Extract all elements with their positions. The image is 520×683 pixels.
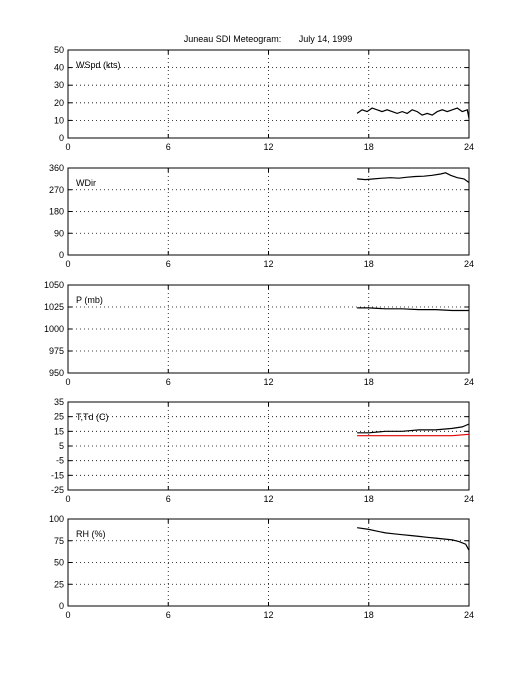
y-tick-label: 1025	[44, 302, 64, 312]
x-tick-label: 18	[364, 610, 374, 620]
panel-label: WDir	[76, 178, 96, 188]
panel-label: P (mb)	[76, 295, 103, 305]
panel-wspd-kts: 0 6 12 18 24 0 10 20 30 40 50 WSpd (kts)	[54, 45, 474, 152]
x-tick-label: 0	[65, 377, 70, 387]
x-tick-label: 24	[464, 142, 474, 152]
y-tick-label: 25	[54, 579, 64, 589]
y-tick-label: 20	[54, 98, 64, 108]
y-tick-label: 40	[54, 63, 64, 73]
figure-title: Juneau SDI Meteogram: July 14, 1999	[184, 34, 353, 44]
series-line-wspd-kts-0	[356, 107, 470, 119]
x-tick-label: 24	[464, 610, 474, 620]
y-tick-label: 0	[59, 601, 64, 611]
y-tick-label: 360	[49, 163, 64, 173]
series-line-t-td-c-1	[357, 433, 470, 437]
panel-wdir: 0 6 12 18 24 0 90 180 270 360 WDir	[49, 163, 474, 269]
x-tick-label: 24	[464, 494, 474, 504]
panel-rh: 0 6 12 18 24 0 25 50 75 100 RH (%)	[49, 514, 474, 620]
y-tick-label: -25	[51, 485, 64, 495]
x-tick-label: 18	[364, 494, 374, 504]
x-tick-label: 12	[263, 494, 273, 504]
y-tick-label: 180	[49, 207, 64, 217]
y-tick-label: 0	[59, 133, 64, 143]
y-tick-label: -5	[56, 456, 64, 466]
y-tick-label: 25	[54, 412, 64, 422]
x-tick-label: 0	[65, 494, 70, 504]
x-tick-label: 0	[65, 142, 70, 152]
panel-label: T,Td (C)	[76, 412, 109, 422]
series-line-p-mb-0	[357, 307, 469, 312]
x-tick-label: 18	[364, 377, 374, 387]
x-tick-label: 12	[263, 142, 273, 152]
x-tick-label: 12	[263, 259, 273, 269]
y-tick-label: -15	[51, 470, 64, 480]
y-tick-label: 950	[49, 368, 64, 378]
x-tick-label: 18	[364, 142, 374, 152]
y-tick-label: 50	[54, 45, 64, 55]
y-tick-label: 50	[54, 558, 64, 568]
panel-label: RH (%)	[76, 529, 106, 539]
x-tick-label: 24	[464, 377, 474, 387]
x-tick-label: 6	[166, 142, 171, 152]
series-line-rh-0	[357, 527, 470, 551]
y-tick-label: 15	[54, 426, 64, 436]
y-tick-label: 5	[59, 441, 64, 451]
panel-t-td-c: 0 6 12 18 24 -25 -15 -5 5 15 25 35 T,Td (C)	[51, 397, 474, 504]
y-tick-label: 75	[54, 536, 64, 546]
y-tick-label: 270	[49, 185, 64, 195]
y-tick-label: 30	[54, 80, 64, 90]
y-tick-label: 1050	[44, 280, 64, 290]
x-tick-label: 0	[65, 259, 70, 269]
panel-label: WSpd (kts)	[76, 60, 121, 70]
series-line-t-td-c-0	[357, 423, 470, 434]
x-tick-label: 6	[166, 259, 171, 269]
y-tick-label: 35	[54, 397, 64, 407]
series-line-wdir-0	[357, 172, 470, 183]
y-tick-label: 90	[54, 228, 64, 238]
x-tick-label: 0	[65, 610, 70, 620]
y-tick-label: 1000	[44, 324, 64, 334]
x-tick-label: 6	[166, 610, 171, 620]
y-tick-label: 100	[49, 514, 64, 524]
x-tick-label: 12	[263, 377, 273, 387]
y-tick-label: 10	[54, 115, 64, 125]
y-tick-label: 975	[49, 346, 64, 356]
x-tick-label: 24	[464, 259, 474, 269]
x-tick-label: 18	[364, 259, 374, 269]
x-tick-label: 6	[166, 377, 171, 387]
y-tick-label: 0	[59, 250, 64, 260]
x-tick-label: 6	[166, 494, 171, 504]
panel-p-mb: 0 6 12 18 24 950 975 1000 1025 1050 P (mb)	[44, 280, 474, 387]
x-tick-label: 12	[263, 610, 273, 620]
